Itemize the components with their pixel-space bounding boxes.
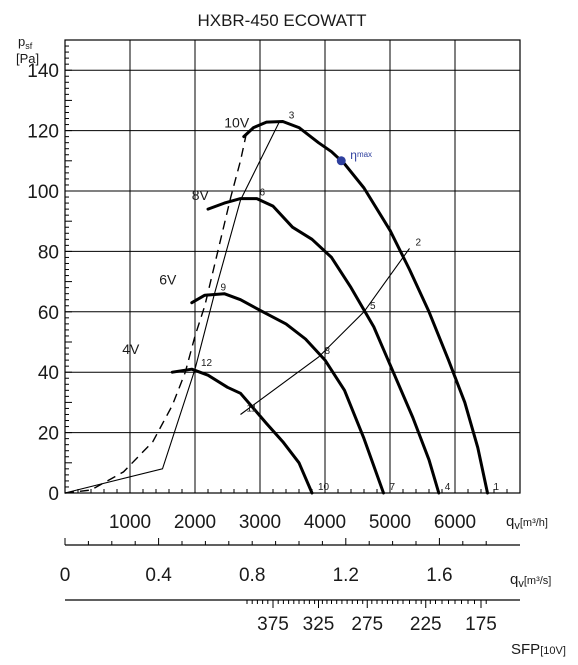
- y-tick-label: 40: [38, 363, 59, 384]
- x-tick-label-m3s: 0: [60, 565, 71, 586]
- y-axis-label-sub: sf: [25, 41, 33, 51]
- x-axis-unit-m3h: qv[m³/h]: [506, 513, 548, 532]
- operating-point-label: 6: [260, 188, 266, 199]
- x-tick-label-m3s: 1.2: [333, 565, 359, 586]
- sfp-tick-label: 325: [303, 614, 335, 635]
- y-tick-label: 100: [27, 182, 59, 203]
- operating-point-label: 10: [318, 482, 330, 493]
- x-tick-label-m3h: 1000: [109, 512, 151, 533]
- y-tick-label: 20: [38, 424, 59, 445]
- plot-ticks: [65, 39, 508, 494]
- x-unit-m3s-text: [m³/s]: [524, 575, 552, 587]
- max-boundary-dashed-curve: [64, 130, 248, 494]
- sfp-tick-label: 275: [351, 614, 383, 635]
- fan-curve-10V: [242, 120, 489, 495]
- plot-frame: [64, 39, 521, 494]
- fan-curve-8V: [206, 197, 441, 495]
- x-unit-m3s-main: q: [510, 571, 518, 588]
- y-tick-label: 60: [38, 303, 59, 324]
- eta-max-label: ηmax: [350, 148, 372, 162]
- y-tick-label: 120: [27, 122, 59, 143]
- sfp-tick-label: 225: [410, 614, 442, 635]
- y-axis-unit: [Pa]: [16, 51, 39, 66]
- eta-max-label-sub: max: [357, 150, 372, 159]
- operating-point-label: 2: [416, 237, 422, 248]
- sfp-label-sub: [10V]: [540, 645, 566, 657]
- operating-point-label: 5: [370, 301, 376, 312]
- x-tick-label-m3h: 4000: [304, 512, 346, 533]
- fan-curve-4V: [170, 367, 314, 495]
- x-tick-label-m3h: 6000: [434, 512, 476, 533]
- y-tick-label: 80: [38, 242, 59, 263]
- operating-point-label: 3: [289, 111, 295, 122]
- sfp-axis-label: SFP[10V]: [511, 641, 566, 658]
- x-tick-label-m3h: 5000: [369, 512, 411, 533]
- fan-curve-6V: [190, 292, 385, 495]
- y-tick-label: 0: [48, 484, 59, 505]
- x-tick-label-m3s: 0.4: [145, 565, 172, 586]
- x-tick-label-m3s: 0.8: [239, 565, 265, 586]
- x-tick-label-m3h: 3000: [239, 512, 281, 533]
- fan-curve-label: 4V: [122, 341, 140, 357]
- x-tick-label-m3s: 1.6: [426, 565, 452, 586]
- chart-title: HXBR-450 ECOWATT: [197, 11, 366, 30]
- fan-curve-label: 6V: [159, 272, 177, 288]
- operating-point-label: 4: [445, 482, 451, 493]
- sfp-label-main: SFP: [511, 641, 540, 658]
- x-unit-m3h-text: [m³/h]: [520, 517, 548, 529]
- sfp-tick-label: 175: [465, 614, 497, 635]
- lower-axes: [64, 538, 520, 608]
- operating-point-label: 1: [494, 482, 500, 493]
- y-axis-label-main: p: [18, 34, 25, 49]
- sfp-tick-label: 375: [257, 614, 289, 635]
- operating-point-label: 11: [247, 403, 258, 414]
- y-tick-label: 140: [27, 61, 59, 82]
- operating-point-label: 12: [201, 358, 213, 369]
- x-unit-m3h-main: q: [506, 513, 514, 530]
- fan-curve-label: 10V: [224, 115, 250, 131]
- plot-grid: [64, 39, 521, 494]
- x-tick-label-m3h: 2000: [174, 512, 216, 533]
- operating-point-label: 7: [390, 482, 396, 493]
- x-axis-unit-m3s: qv[m³/s]: [510, 571, 551, 590]
- system-curve: [64, 121, 280, 494]
- eta-max-marker: [336, 156, 346, 166]
- operating-point-label: 8: [325, 346, 331, 357]
- y-axis-label: psf: [18, 34, 33, 51]
- fan-curve-label: 8V: [192, 187, 210, 203]
- x-unit-m3s-sub: v: [518, 578, 524, 590]
- plot-curves: [64, 120, 489, 495]
- eta-max-label-symbol: η: [350, 148, 357, 162]
- operating-point-label: 9: [221, 283, 227, 294]
- x-unit-m3h-sub: v: [514, 520, 520, 532]
- system-curve: [240, 248, 410, 415]
